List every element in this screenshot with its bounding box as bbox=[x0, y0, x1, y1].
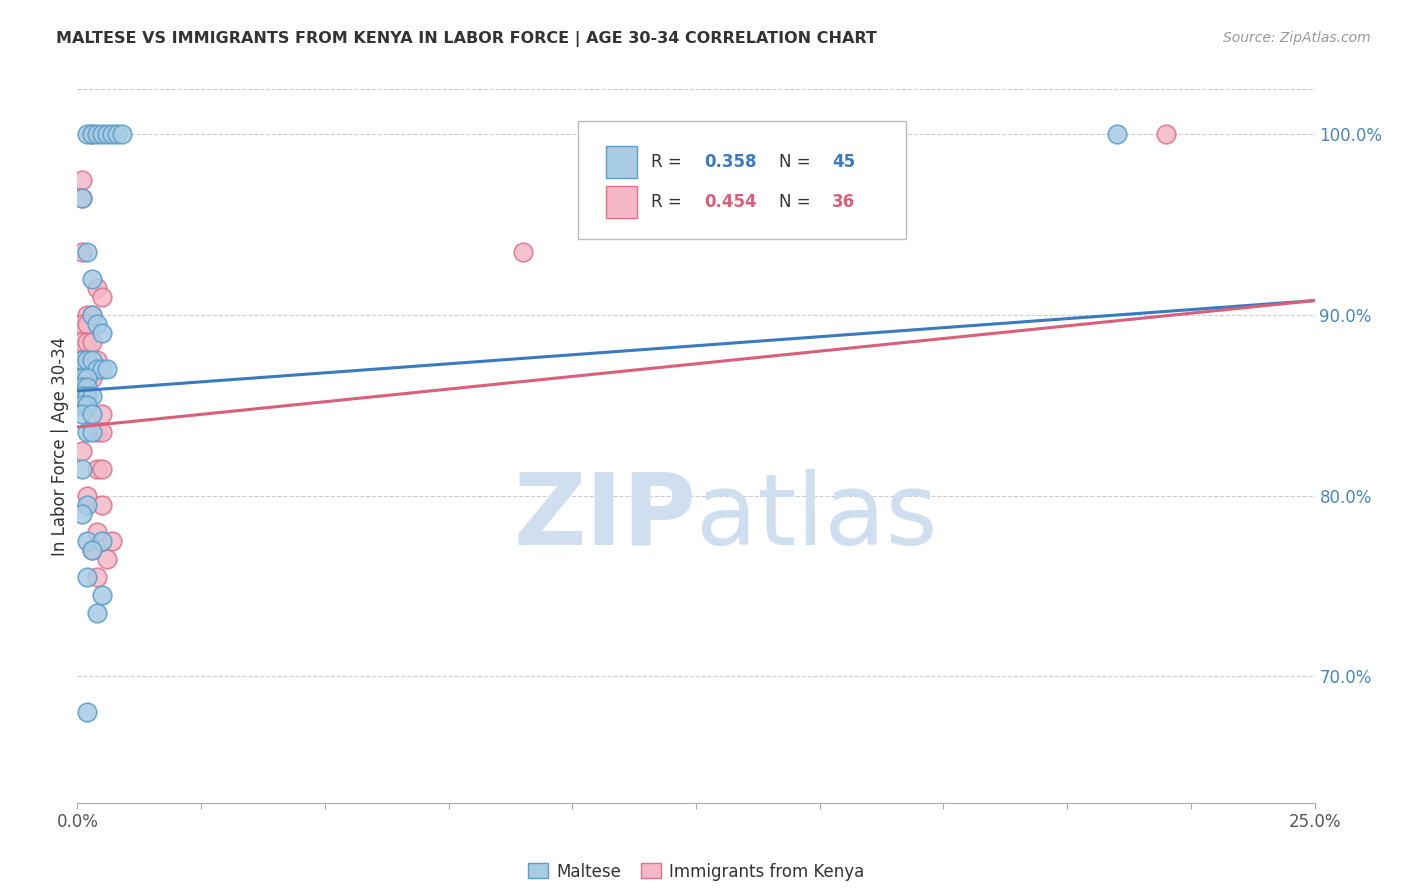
Point bbox=[96, 128, 118, 142]
Point bbox=[82, 272, 104, 286]
Y-axis label: In Labor Force | Age 30-34: In Labor Force | Age 30-34 bbox=[51, 336, 69, 556]
Point bbox=[72, 191, 94, 205]
Point bbox=[72, 389, 94, 403]
Point bbox=[91, 533, 114, 548]
Point bbox=[86, 606, 108, 620]
Text: R =: R = bbox=[651, 193, 688, 211]
Point bbox=[76, 335, 98, 350]
Point bbox=[72, 353, 94, 368]
Point bbox=[91, 461, 114, 475]
Point bbox=[111, 128, 134, 142]
Point bbox=[91, 290, 114, 304]
Point bbox=[72, 191, 94, 205]
Text: N =: N = bbox=[779, 193, 815, 211]
Text: 45: 45 bbox=[832, 153, 855, 171]
Point bbox=[91, 128, 114, 142]
Text: 36: 36 bbox=[832, 193, 855, 211]
Point bbox=[91, 498, 114, 512]
Point bbox=[76, 425, 98, 440]
Point bbox=[72, 172, 94, 186]
Text: R =: R = bbox=[651, 153, 688, 171]
Point bbox=[72, 353, 94, 368]
Point bbox=[86, 353, 108, 368]
Point bbox=[72, 380, 94, 394]
Point bbox=[76, 353, 98, 368]
Point bbox=[72, 443, 94, 458]
Point bbox=[76, 371, 98, 385]
Point bbox=[82, 308, 104, 322]
Text: 0.358: 0.358 bbox=[704, 153, 756, 171]
Point bbox=[72, 244, 94, 259]
Point bbox=[76, 317, 98, 331]
Point bbox=[86, 281, 108, 295]
Point bbox=[72, 408, 94, 422]
Point bbox=[76, 308, 98, 322]
Point bbox=[86, 362, 108, 376]
Point bbox=[512, 244, 534, 259]
Point bbox=[72, 461, 94, 475]
Point bbox=[76, 498, 98, 512]
Point bbox=[91, 326, 114, 340]
Point bbox=[86, 524, 108, 539]
Point bbox=[82, 389, 104, 403]
FancyBboxPatch shape bbox=[578, 121, 907, 239]
Point bbox=[76, 389, 98, 403]
Point bbox=[76, 706, 98, 720]
Point bbox=[72, 371, 94, 385]
Point bbox=[72, 335, 94, 350]
Point bbox=[82, 128, 104, 142]
Point bbox=[76, 489, 98, 503]
Point bbox=[76, 353, 98, 368]
Point bbox=[1105, 128, 1128, 142]
Point bbox=[82, 425, 104, 440]
Point bbox=[91, 588, 114, 602]
Legend: Maltese, Immigrants from Kenya: Maltese, Immigrants from Kenya bbox=[520, 856, 872, 888]
Point bbox=[72, 389, 94, 403]
Point bbox=[82, 308, 104, 322]
Point bbox=[101, 533, 124, 548]
Point bbox=[82, 408, 104, 422]
Point bbox=[76, 128, 98, 142]
Point bbox=[76, 244, 98, 259]
FancyBboxPatch shape bbox=[606, 146, 637, 178]
Point bbox=[101, 128, 124, 142]
Point bbox=[82, 335, 104, 350]
Point bbox=[86, 317, 108, 331]
Point bbox=[82, 542, 104, 557]
Text: atlas: atlas bbox=[696, 469, 938, 566]
Point bbox=[76, 371, 98, 385]
Text: ZIP: ZIP bbox=[513, 469, 696, 566]
Point bbox=[72, 398, 94, 412]
Text: MALTESE VS IMMIGRANTS FROM KENYA IN LABOR FORCE | AGE 30-34 CORRELATION CHART: MALTESE VS IMMIGRANTS FROM KENYA IN LABO… bbox=[56, 31, 877, 47]
Text: Source: ZipAtlas.com: Source: ZipAtlas.com bbox=[1223, 31, 1371, 45]
Point bbox=[76, 570, 98, 584]
Point bbox=[586, 128, 609, 142]
Text: N =: N = bbox=[779, 153, 815, 171]
Point bbox=[76, 533, 98, 548]
Point bbox=[72, 317, 94, 331]
Point bbox=[72, 371, 94, 385]
Point bbox=[86, 461, 108, 475]
Point bbox=[76, 398, 98, 412]
Point bbox=[82, 371, 104, 385]
Point bbox=[86, 128, 108, 142]
Point bbox=[86, 425, 108, 440]
Point bbox=[76, 380, 98, 394]
Text: 0.454: 0.454 bbox=[704, 193, 758, 211]
Point bbox=[96, 552, 118, 566]
Point bbox=[91, 362, 114, 376]
Point bbox=[72, 507, 94, 521]
Point bbox=[76, 389, 98, 403]
FancyBboxPatch shape bbox=[606, 186, 637, 218]
Point bbox=[82, 542, 104, 557]
Point bbox=[91, 425, 114, 440]
Point bbox=[82, 128, 104, 142]
Point bbox=[96, 362, 118, 376]
Point bbox=[82, 353, 104, 368]
Point bbox=[91, 408, 114, 422]
Point bbox=[105, 128, 128, 142]
Point bbox=[1154, 128, 1177, 142]
Point bbox=[86, 570, 108, 584]
